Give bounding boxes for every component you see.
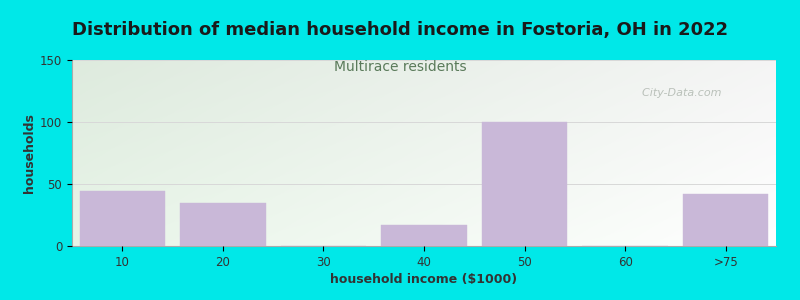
X-axis label: household income ($1000): household income ($1000) [330,273,518,286]
Text: Distribution of median household income in Fostoria, OH in 2022: Distribution of median household income … [72,21,728,39]
Bar [180,202,266,246]
Y-axis label: households: households [23,113,36,193]
Bar [482,122,567,246]
Bar [683,194,769,246]
Bar [382,225,466,246]
Text: City-Data.com: City-Data.com [635,88,722,98]
Text: Multirace residents: Multirace residents [334,60,466,74]
Bar [79,191,165,246]
